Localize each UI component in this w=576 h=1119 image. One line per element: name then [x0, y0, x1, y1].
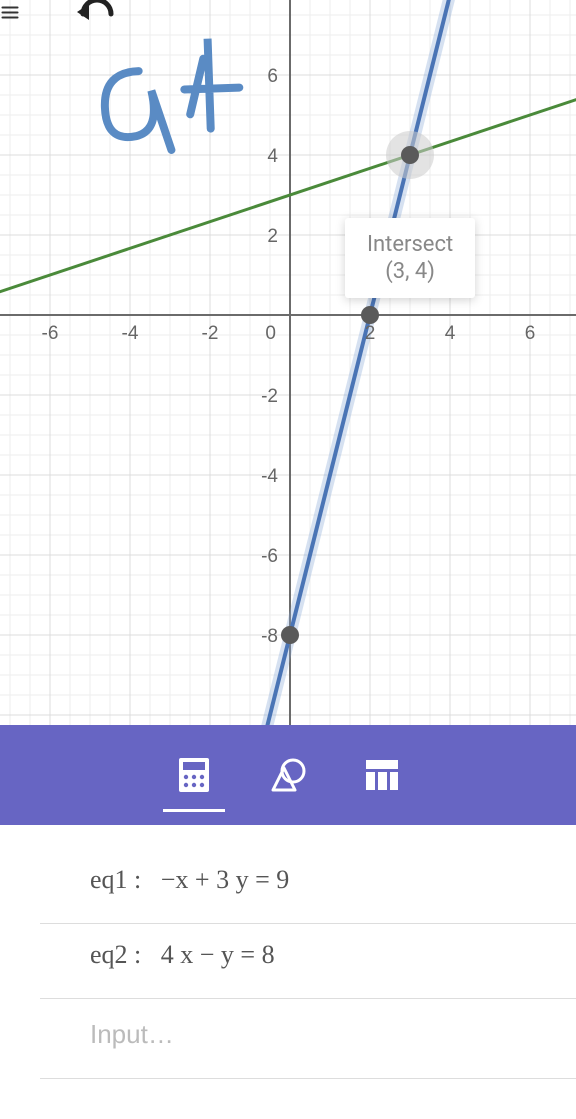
toolbar: [0, 725, 576, 825]
svg-text:6: 6: [525, 323, 536, 344]
svg-text:-6: -6: [261, 546, 278, 567]
svg-text:-8: -8: [261, 626, 278, 647]
svg-text:0: 0: [265, 323, 276, 344]
table-tab[interactable]: [363, 756, 401, 794]
svg-text:-4: -4: [122, 323, 139, 344]
undo-icon[interactable]: [75, 0, 115, 30]
svg-text:6: 6: [267, 66, 278, 87]
svg-text:2: 2: [365, 323, 376, 344]
equation-row-2[interactable]: eq2 : 4 x − y = 8: [40, 924, 576, 999]
tooltip-point: (3, 4): [367, 259, 453, 284]
geometry-tab[interactable]: [269, 756, 307, 794]
eq1-label: eq1 :: [90, 865, 141, 894]
eq1-body: −x + 3 y = 9: [161, 865, 290, 894]
input-row[interactable]: Input…: [40, 999, 576, 1079]
eq2-body: 4 x − y = 8: [161, 940, 275, 969]
tooltip-title: Intersect: [367, 232, 453, 257]
svg-text:-2: -2: [261, 386, 278, 407]
menu-icon[interactable]: [0, 0, 20, 25]
intersect-tooltip: Intersect (3, 4): [345, 218, 475, 298]
input-placeholder: Input…: [90, 1019, 174, 1049]
eq2-label: eq2 :: [90, 940, 141, 969]
calculator-tab[interactable]: [175, 756, 213, 794]
equation-row-1[interactable]: eq1 : −x + 3 y = 9: [40, 849, 576, 924]
svg-text:-4: -4: [261, 466, 278, 487]
svg-text:4: 4: [267, 146, 278, 167]
svg-text:2: 2: [267, 226, 278, 247]
equation-panel: eq1 : −x + 3 y = 9 eq2 : 4 x − y = 8 Inp…: [0, 825, 576, 1079]
svg-text:-6: -6: [42, 323, 59, 344]
graph-area[interactable]: -6 -4 -2 0 2 4 6 -8 -6 -4 -2 2 4 6 Intersect (3, 4): [0, 0, 576, 725]
svg-text:-2: -2: [202, 323, 219, 344]
svg-text:4: 4: [445, 323, 456, 344]
graph-svg: -6 -4 -2 0 2 4 6 -8 -6 -4 -2 2 4 6: [0, 0, 576, 725]
